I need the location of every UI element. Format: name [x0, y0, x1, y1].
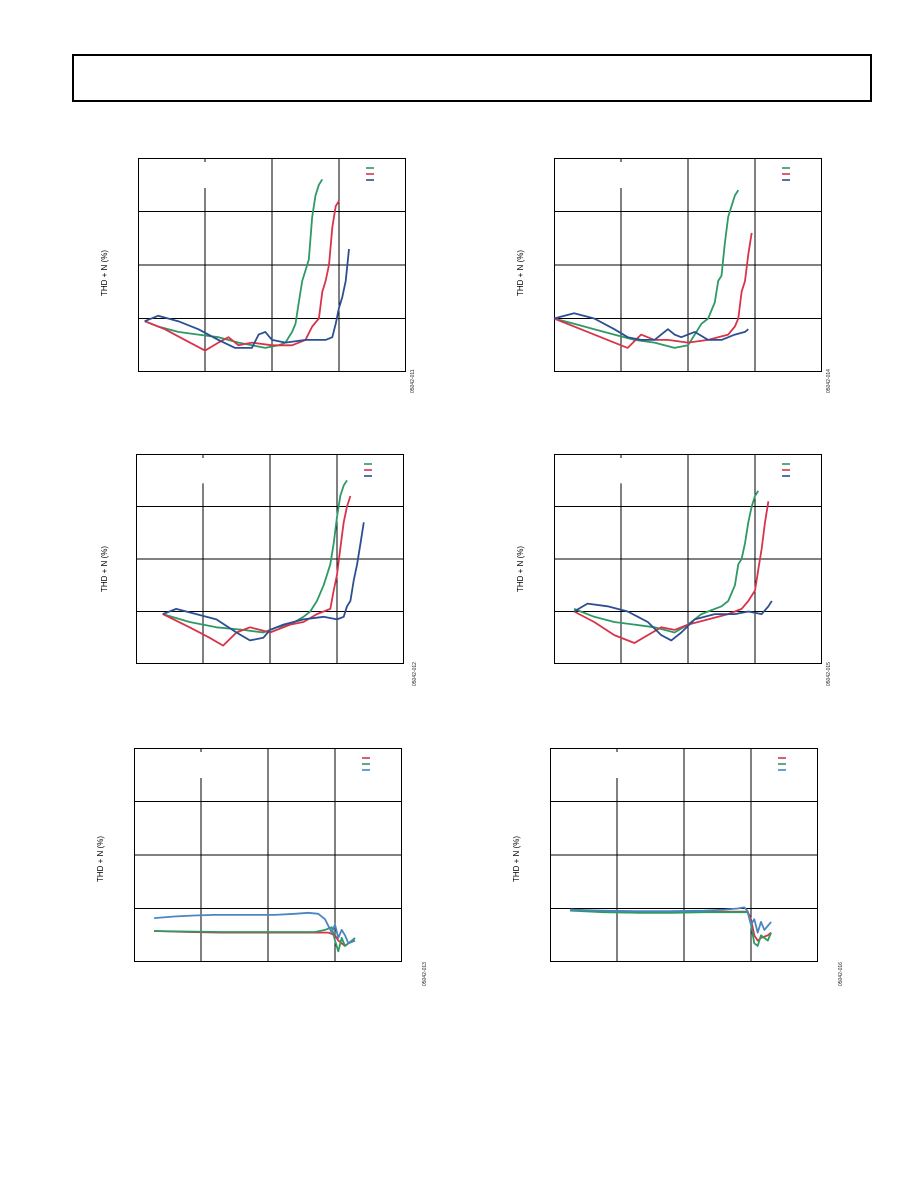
y-axis-label: THD + N (%) [512, 836, 521, 882]
series-line-red [570, 908, 772, 942]
series-line-blue [162, 522, 365, 642]
series-line-red [553, 232, 753, 349]
y-axis-label: THD + N (%) [100, 546, 109, 592]
y-axis-label: THD + N (%) [516, 250, 525, 296]
chart-plot [134, 748, 402, 962]
chart-plot [553, 158, 822, 372]
chart-panel-1: THD + N (%) 05042-011 [100, 150, 430, 410]
series-line-red [573, 501, 770, 644]
figure-number: 05042-015 [826, 662, 832, 686]
figure-number: 05042-016 [838, 962, 844, 986]
y-axis-label: THD + N (%) [516, 546, 525, 592]
series-line-green [553, 189, 740, 349]
chart-plot [554, 454, 822, 664]
chart-panel-2: THD + N (%) 05042-014 [516, 150, 846, 410]
figure-number: 05042-012 [412, 662, 418, 686]
series-line-lightblue [154, 911, 356, 945]
series-line-green [144, 178, 324, 349]
series-line-blue [144, 248, 350, 349]
series-line-green [570, 909, 772, 947]
series-line-green [154, 926, 356, 953]
series-line-blue [553, 312, 749, 341]
chart-plot [138, 158, 406, 372]
page-header-box [72, 54, 872, 102]
figure-number: 05042-014 [826, 369, 832, 393]
series-line-green [162, 479, 348, 634]
series-line-lightblue [570, 906, 772, 934]
series-line-red [154, 930, 356, 947]
figure-number: 05042-011 [410, 369, 416, 393]
series-line-green [573, 490, 760, 634]
chart-panel-5: THD + N (%) 05042-013 [96, 742, 430, 1002]
y-axis-label: THD + N (%) [96, 836, 105, 882]
chart-panel-3: THD + N (%) 05042-012 [100, 446, 430, 706]
series-line-red [144, 200, 340, 352]
series-line-blue [573, 600, 773, 642]
chart-plot [550, 748, 818, 962]
figure-number: 05042-013 [422, 962, 428, 986]
chart-panel-6: THD + N (%) 05042-016 [512, 742, 846, 1002]
chart-plot [136, 454, 404, 664]
y-axis-label: THD + N (%) [100, 250, 109, 296]
chart-panel-4: THD + N (%) 05042-015 [516, 446, 846, 706]
